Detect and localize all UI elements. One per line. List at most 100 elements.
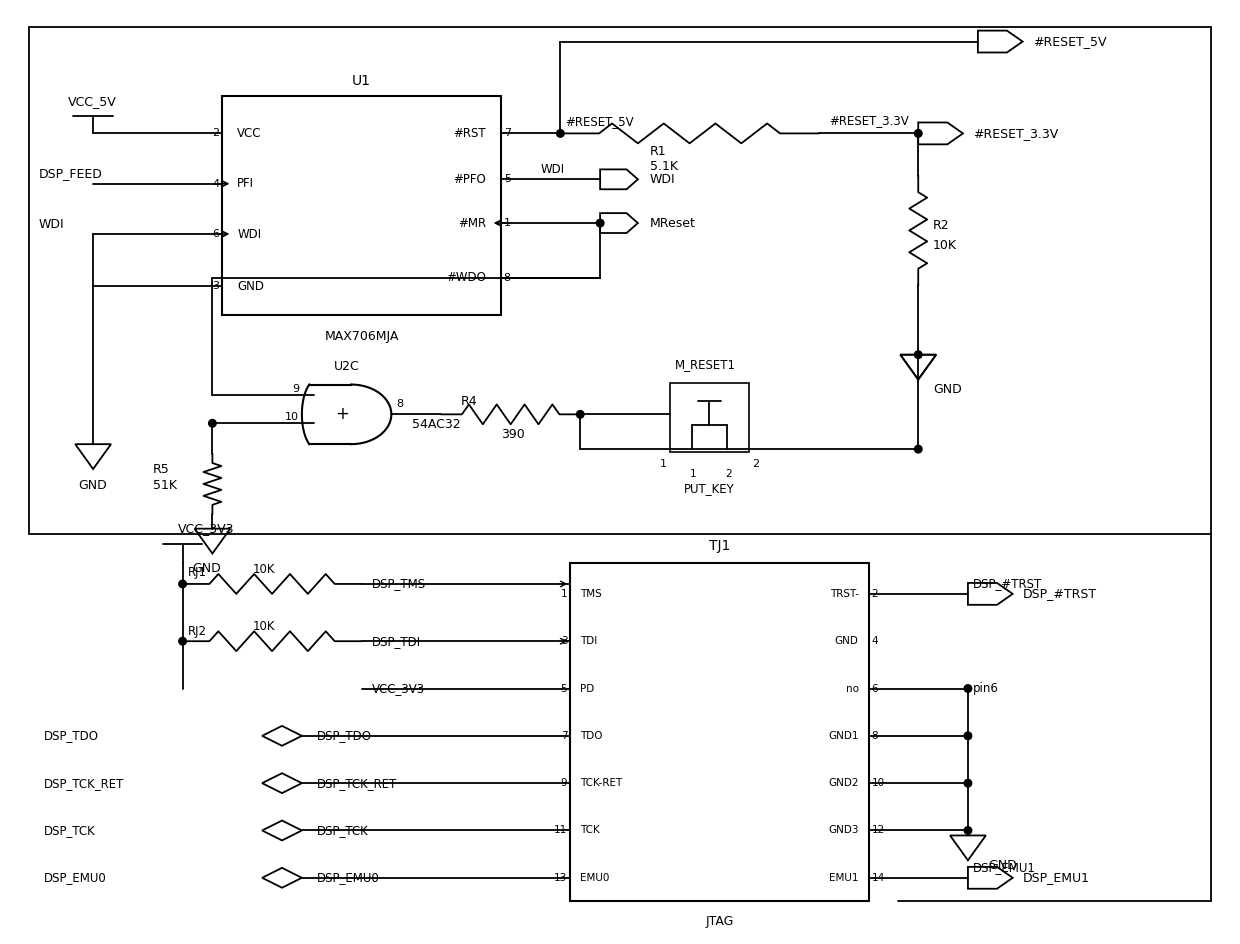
Text: VCC_3V3: VCC_3V3: [372, 682, 424, 695]
Circle shape: [965, 732, 972, 739]
Text: DSP_TDO: DSP_TDO: [43, 730, 98, 742]
Text: #WDO: #WDO: [446, 271, 486, 284]
Text: DSP_TCK_RET: DSP_TCK_RET: [43, 777, 124, 790]
Text: PD: PD: [580, 683, 594, 694]
Text: 54AC32: 54AC32: [412, 418, 460, 430]
Text: VCC_3V3: VCC_3V3: [177, 522, 234, 535]
Text: EMU1: EMU1: [830, 873, 858, 883]
Text: DSP_#TRST: DSP_#TRST: [973, 578, 1042, 590]
Text: #MR: #MR: [458, 216, 486, 229]
Bar: [670, 382, 749, 452]
Text: 2: 2: [753, 459, 759, 469]
Text: PFI: PFI: [237, 177, 254, 190]
Text: JTAG: JTAG: [706, 915, 734, 928]
Text: 4: 4: [872, 636, 878, 647]
Circle shape: [577, 411, 584, 418]
Text: 5: 5: [503, 175, 511, 184]
Text: 7: 7: [503, 128, 511, 139]
Text: GND: GND: [988, 859, 1017, 871]
Text: GND: GND: [192, 562, 221, 575]
Text: TMS: TMS: [580, 589, 601, 598]
Text: 1: 1: [689, 469, 697, 479]
Text: TDO: TDO: [580, 731, 603, 741]
Text: 4: 4: [212, 178, 219, 189]
Text: 2: 2: [872, 589, 878, 598]
Circle shape: [914, 129, 923, 137]
Bar: [29, 26, 1211, 533]
Text: 3: 3: [560, 636, 568, 647]
Text: TCK-RET: TCK-RET: [580, 778, 622, 788]
Text: 5: 5: [560, 683, 568, 694]
Bar: [570, 564, 868, 902]
Text: #RST: #RST: [453, 126, 486, 140]
Circle shape: [965, 684, 972, 692]
Text: M_RESET1: M_RESET1: [675, 358, 735, 371]
Circle shape: [914, 351, 923, 359]
Text: 10: 10: [285, 413, 299, 422]
Text: 12: 12: [872, 825, 885, 835]
Circle shape: [914, 446, 923, 453]
Text: R1: R1: [650, 144, 666, 158]
Text: GND3: GND3: [828, 825, 858, 835]
Text: EMU0: EMU0: [580, 873, 610, 883]
Circle shape: [965, 780, 972, 787]
Text: 13: 13: [554, 873, 568, 883]
Text: DSP_EMU0: DSP_EMU0: [43, 871, 107, 885]
Text: 2: 2: [725, 469, 732, 479]
Text: RJ1: RJ1: [187, 565, 207, 579]
Text: 6: 6: [872, 683, 878, 694]
Text: #RESET_5V: #RESET_5V: [565, 115, 634, 128]
Text: DSP_TMS: DSP_TMS: [372, 578, 425, 590]
Text: #RESET_5V: #RESET_5V: [1033, 35, 1106, 48]
Text: MAX706MJA: MAX706MJA: [325, 330, 399, 344]
Text: TCK: TCK: [580, 825, 600, 835]
Text: GND: GND: [934, 383, 962, 396]
Text: GND1: GND1: [828, 731, 858, 741]
Text: DSP_TDI: DSP_TDI: [372, 634, 420, 648]
Text: TRST-: TRST-: [830, 589, 858, 598]
Circle shape: [179, 637, 186, 645]
Text: PUT_KEY: PUT_KEY: [684, 482, 735, 496]
Text: DSP_EMU1: DSP_EMU1: [973, 861, 1035, 874]
Text: #RESET_3.3V: #RESET_3.3V: [973, 126, 1058, 140]
Text: DSP_TCK: DSP_TCK: [316, 824, 368, 837]
Text: U2C: U2C: [334, 360, 360, 373]
Text: GND2: GND2: [828, 778, 858, 788]
Text: 14: 14: [872, 873, 885, 883]
Text: 1: 1: [503, 218, 511, 228]
Text: TDI: TDI: [580, 636, 598, 647]
Text: pin6: pin6: [973, 682, 998, 695]
Text: GND: GND: [237, 280, 264, 293]
Text: DSP_TCK_RET: DSP_TCK_RET: [316, 777, 397, 790]
Circle shape: [179, 581, 186, 588]
Text: 11: 11: [554, 825, 568, 835]
Text: 1: 1: [660, 459, 667, 469]
Text: DSP_TDO: DSP_TDO: [316, 730, 372, 742]
Text: 7: 7: [560, 731, 568, 741]
Text: MReset: MReset: [650, 216, 696, 229]
Text: 6: 6: [212, 229, 219, 239]
Text: 3: 3: [212, 281, 219, 292]
Circle shape: [208, 419, 216, 427]
Text: 10: 10: [872, 778, 884, 788]
Text: 1: 1: [560, 589, 568, 598]
Text: GND: GND: [835, 636, 858, 647]
Text: WDI: WDI: [541, 163, 564, 176]
Text: 8: 8: [503, 273, 511, 283]
Text: DSP_EMU1: DSP_EMU1: [1023, 871, 1090, 885]
Text: GND: GND: [78, 480, 107, 493]
Text: R5: R5: [153, 463, 170, 476]
Text: R4: R4: [461, 395, 477, 408]
Text: 5.1K: 5.1K: [650, 160, 678, 173]
Text: 8: 8: [397, 399, 403, 410]
Text: #RESET_3.3V: #RESET_3.3V: [828, 114, 909, 127]
Text: DSP_FEED: DSP_FEED: [38, 167, 103, 180]
Text: RJ2: RJ2: [187, 625, 207, 638]
Text: 8: 8: [872, 731, 878, 741]
Circle shape: [557, 129, 564, 137]
Text: 9: 9: [560, 778, 568, 788]
Circle shape: [965, 827, 972, 834]
Text: VCC: VCC: [237, 126, 262, 140]
Text: 9: 9: [291, 383, 299, 394]
Text: WDI: WDI: [38, 217, 64, 230]
